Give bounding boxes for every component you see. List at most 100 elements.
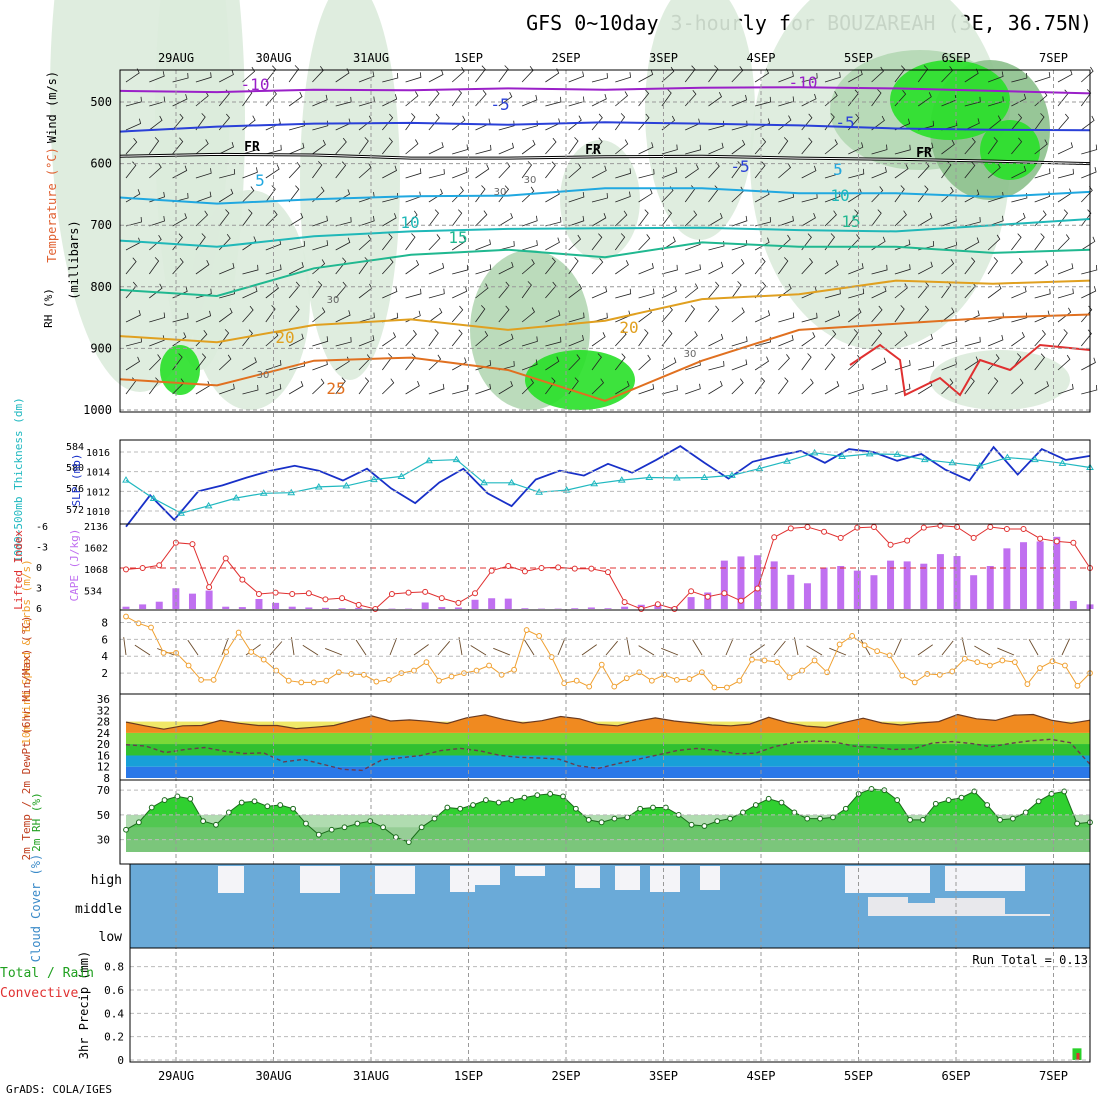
wind-barb (451, 329, 463, 347)
wind10-marker (310, 679, 317, 686)
wind-barb (661, 66, 675, 83)
precip-legend-total: Total / Rain (0, 966, 94, 981)
wind-barb (568, 335, 584, 347)
wind-barb (824, 72, 841, 83)
wind-barb (382, 378, 395, 395)
wind-barb (591, 113, 603, 131)
wind-barb (917, 305, 930, 323)
wind10-barb (187, 639, 199, 656)
wind-barb (615, 288, 632, 299)
wind-barb (894, 144, 911, 155)
wind10-marker (986, 662, 993, 669)
rh-marker (534, 792, 541, 799)
isotherm-label: FR (244, 140, 260, 155)
rh-marker (161, 797, 168, 803)
thickness-marker (177, 509, 185, 516)
wind10-marker (749, 656, 755, 663)
wind-barb (195, 310, 212, 323)
thickness-marker (700, 473, 709, 480)
wind-barb (964, 161, 976, 179)
wind-barb (475, 144, 492, 155)
isotherm-label: 25 (326, 379, 345, 398)
wind-barb (871, 264, 888, 275)
wind-barb (1081, 186, 1093, 203)
wind-barb (871, 329, 883, 347)
wind-barb (708, 281, 720, 299)
wind-barb (288, 305, 300, 323)
wind-barb (149, 234, 162, 251)
cape-bar (1053, 536, 1061, 609)
wind-barb (405, 380, 420, 395)
day-label-top: 3SEP (649, 51, 678, 65)
wind-barb (754, 161, 766, 179)
wind-barb (218, 354, 232, 371)
precip-tick: 0.6 (104, 984, 124, 997)
thickness-marker (397, 472, 406, 479)
wind-barb (684, 164, 699, 179)
wind-barb (405, 233, 416, 251)
rh-marker (405, 839, 412, 846)
wind-barb (1057, 69, 1073, 83)
rh-marker (290, 805, 296, 812)
lifted-marker (671, 606, 678, 612)
wind-barb (381, 233, 393, 251)
cape-tick: 1068 (84, 565, 108, 576)
lifted-marker (804, 524, 811, 530)
lifted-marker (1070, 539, 1077, 546)
wind-barb (731, 139, 746, 155)
wind-barb (428, 142, 444, 155)
isotherm-label: 20 (619, 318, 638, 337)
wind-barb (521, 215, 538, 227)
wind-barb (358, 377, 370, 395)
wind-barb (824, 139, 838, 155)
cape-bar (803, 583, 811, 609)
rh-marker (611, 815, 618, 822)
wind-barb (987, 96, 1004, 107)
wind-barb (1081, 286, 1097, 299)
wind10-axis-label: 10m Wind Speed & Barbs (m/s) (20, 559, 33, 744)
lifted-marker (455, 599, 462, 606)
wind-barb (149, 335, 165, 347)
cape-bar (488, 598, 496, 609)
wind-barb (195, 139, 209, 155)
wind-barb (661, 167, 678, 179)
wind-barb (451, 209, 463, 227)
rh-marker (238, 799, 245, 806)
wind-barb (545, 356, 560, 371)
wind10-marker (536, 633, 543, 639)
cape-bar (438, 607, 446, 609)
cloud-middle (935, 898, 1005, 916)
rh-line (125, 788, 1091, 843)
isotherm-label: -10 (241, 75, 270, 94)
wind10-barb (941, 640, 954, 656)
lifted-marker (438, 595, 445, 602)
lifted-marker (322, 596, 329, 603)
wind-barb (1034, 191, 1051, 203)
wind-barb (848, 307, 862, 323)
lifted-marker (521, 568, 528, 575)
wind-barb (987, 377, 999, 395)
wind10-marker (673, 676, 680, 683)
wind-barb (312, 307, 326, 323)
pressure-tick: 600 (90, 157, 112, 171)
wind-barb (778, 354, 790, 371)
wind-barb (545, 377, 556, 395)
cloud-high-gap (375, 866, 415, 894)
cape-bar (504, 598, 512, 609)
wind10-barb (221, 637, 229, 656)
wind-barb (475, 360, 492, 371)
wind-barb (1011, 312, 1028, 323)
isotherm-label: 20 (275, 328, 294, 347)
rh-marker (367, 818, 374, 824)
temperature-axis-label: Temperature (°C) (45, 147, 59, 263)
wind-barb (731, 307, 745, 323)
thickness-marker (783, 457, 791, 464)
wind-barb (987, 71, 1004, 83)
wind-barb (685, 383, 701, 395)
wind-barb (708, 380, 723, 395)
cape-bar (720, 560, 728, 609)
wind10-barb (302, 644, 319, 656)
wind-barb (195, 380, 211, 395)
cape-bar (571, 608, 579, 609)
rh-marker (251, 798, 258, 805)
